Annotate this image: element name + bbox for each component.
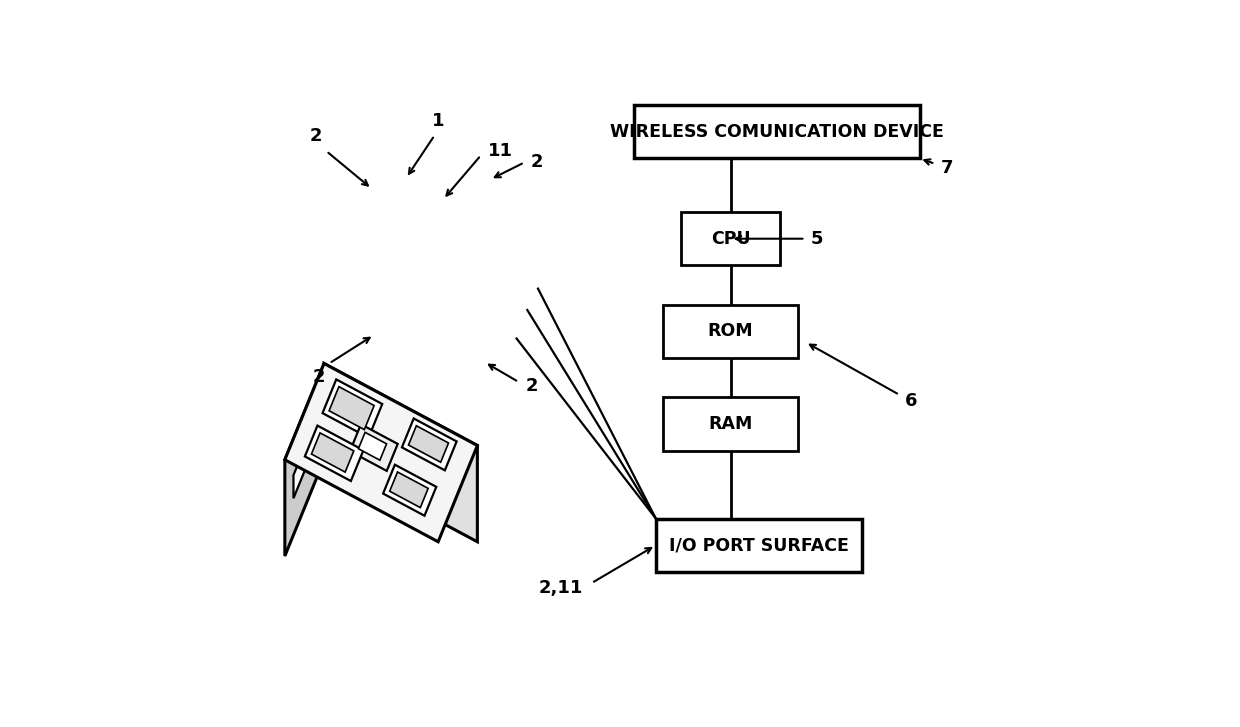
Polygon shape: [402, 419, 456, 470]
Text: I/O PORT SURFACE: I/O PORT SURFACE: [670, 537, 849, 555]
FancyBboxPatch shape: [681, 212, 780, 265]
Polygon shape: [311, 433, 353, 472]
Text: 2: 2: [312, 369, 325, 387]
Text: 2: 2: [526, 377, 538, 395]
Polygon shape: [305, 425, 363, 481]
Polygon shape: [294, 417, 317, 498]
FancyBboxPatch shape: [635, 105, 920, 158]
Text: 11: 11: [489, 142, 513, 160]
Text: 2: 2: [310, 127, 322, 145]
Polygon shape: [383, 465, 436, 515]
FancyBboxPatch shape: [656, 518, 863, 572]
Text: 6: 6: [905, 392, 918, 409]
Text: 2,11: 2,11: [538, 579, 583, 597]
Polygon shape: [322, 379, 382, 438]
Polygon shape: [358, 433, 387, 460]
Polygon shape: [389, 472, 428, 507]
FancyBboxPatch shape: [663, 305, 799, 358]
Text: WIRELESS COMUNICATION DEVICE: WIRELESS COMUNICATION DEVICE: [610, 123, 944, 141]
Text: CPU: CPU: [711, 230, 750, 248]
Text: 5: 5: [811, 230, 823, 248]
FancyBboxPatch shape: [663, 398, 799, 451]
Polygon shape: [285, 364, 324, 556]
Text: ROM: ROM: [708, 322, 754, 340]
Text: 7: 7: [941, 159, 954, 177]
Polygon shape: [285, 364, 477, 542]
Polygon shape: [352, 415, 444, 487]
Text: 2: 2: [531, 153, 543, 172]
Polygon shape: [408, 426, 449, 462]
Text: 1: 1: [432, 112, 444, 129]
Text: RAM: RAM: [708, 415, 753, 433]
Polygon shape: [324, 364, 477, 542]
Polygon shape: [329, 387, 374, 430]
Polygon shape: [350, 425, 398, 471]
